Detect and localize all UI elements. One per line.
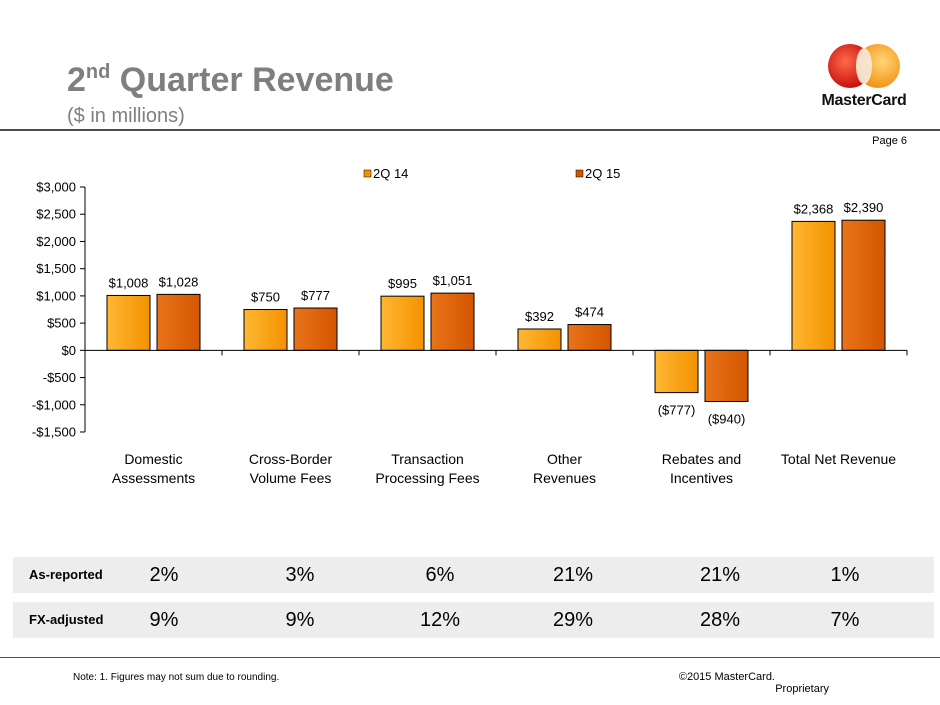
data-label: $1,008 [109, 275, 149, 290]
fx-adjusted-label: FX-adjusted [29, 612, 104, 627]
y-tick-label: $2,000 [36, 234, 76, 249]
bar-2q-15 [430, 292, 475, 351]
bar-2q-15 [156, 293, 201, 351]
logo-overlap [856, 48, 872, 84]
data-label: ($777) [658, 403, 696, 418]
bar-2q-14 [791, 220, 836, 351]
copyright: ©2015 MasterCard. Proprietary [678, 671, 829, 695]
y-tick-label: $0 [62, 343, 76, 358]
page-number: Page 6 [872, 135, 907, 147]
as-reported-band: As-reported 2% 3% 6% 21% 21% 1% [13, 557, 934, 593]
footer-divider [0, 657, 940, 658]
x-category-label: Transaction [391, 451, 464, 467]
as-reported-label: As-reported [29, 567, 103, 582]
data-label: $1,028 [159, 274, 199, 289]
fx-adjusted-value: 12% [419, 609, 461, 631]
legend-swatch [575, 169, 584, 178]
as-reported-value: 21% [552, 564, 594, 586]
page-title: 2nd Quarter Revenue [67, 62, 394, 97]
data-label: ($940) [708, 412, 746, 427]
bar-2q-14 [517, 328, 562, 351]
y-tick-label: -$500 [43, 370, 76, 385]
x-category-label: Assessments [112, 470, 195, 486]
data-label: $777 [301, 288, 330, 303]
as-reported-value: 6% [425, 564, 455, 586]
legend-swatch [363, 169, 372, 178]
fx-adjusted-value: 28% [699, 609, 741, 631]
title-text: Quarter Revenue [110, 61, 394, 99]
bar-2q-14 [106, 294, 151, 351]
as-reported-value: 2% [149, 564, 179, 586]
revenue-bar-chart: $3,000 $2,500 $2,000 $1,500 $1,000 $500 $0 -$50… [32, 166, 908, 486]
page-subtitle: ($ in millions) [67, 105, 185, 127]
y-tick-label: $3,000 [36, 180, 76, 195]
bar-2q-15 [704, 349, 749, 403]
title-number: 2 [67, 61, 86, 99]
bar-2q-15 [567, 324, 612, 351]
x-category-label: Domestic [124, 451, 182, 467]
data-label: $2,368 [794, 201, 834, 216]
fx-adjusted-band: FX-adjusted 9% 9% 12% 29% 28% 7% [13, 602, 934, 638]
logo-wordmark: MasterCard [821, 92, 907, 109]
as-reported-value: 21% [699, 564, 741, 586]
mastercard-logo-icon [828, 44, 900, 88]
bar-2q-14 [243, 309, 288, 351]
y-tick-label: $2,500 [36, 207, 76, 222]
as-reported-value: 1% [830, 564, 860, 586]
x-category-label: Cross-Border [249, 451, 333, 467]
y-tick-label: $500 [47, 316, 76, 331]
copyright-line: ©2015 MasterCard. [678, 671, 775, 683]
fx-adjusted-value: 9% [149, 609, 179, 631]
copyright-line: Proprietary [775, 683, 829, 695]
bar-2q-15 [841, 219, 886, 351]
y-tick-label: $1,500 [36, 261, 76, 276]
data-label: $1,051 [433, 273, 473, 288]
mastercard-logo: MasterCard [818, 40, 910, 112]
fx-adjusted-value: 9% [285, 609, 315, 631]
fx-adjusted-value: 29% [552, 609, 594, 631]
footnote: Note: 1. Figures may not sum due to roun… [73, 672, 280, 683]
x-category-label: Volume Fees [250, 470, 332, 486]
legend-label: 2Q 14 [373, 166, 408, 181]
bar-2q-14 [654, 349, 699, 394]
x-category-label: Other [547, 451, 582, 467]
legend-label: 2Q 15 [585, 166, 620, 181]
data-label: $2,390 [844, 200, 884, 215]
as-reported-value: 3% [285, 564, 315, 586]
bar-2q-14 [380, 295, 425, 351]
data-label: $392 [525, 309, 554, 324]
y-tick-label: -$1,500 [32, 425, 76, 440]
y-tick-label: -$1,000 [32, 397, 76, 412]
x-category-label: Rebates and [662, 451, 741, 467]
fx-adjusted-value: 7% [830, 609, 860, 631]
title-ordinal-suffix: nd [85, 61, 111, 83]
y-tick-label: $1,000 [36, 288, 76, 303]
data-label: $995 [388, 276, 417, 291]
bar-2q-15 [293, 307, 338, 351]
x-category-label: Total Net Revenue [781, 451, 896, 467]
data-label: $474 [575, 305, 604, 320]
x-category-label: Revenues [533, 470, 596, 486]
data-label: $750 [251, 290, 280, 305]
x-category-label: Processing Fees [375, 470, 479, 486]
x-category-label: Incentives [670, 470, 733, 486]
header-divider [0, 129, 940, 131]
